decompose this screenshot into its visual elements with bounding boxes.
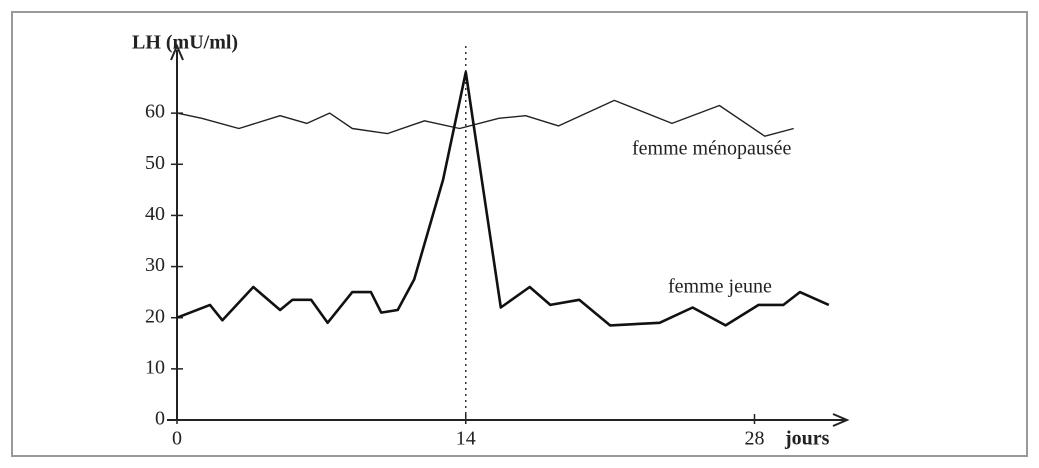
y-tick-label: 30 [145,254,165,276]
x-tick-label: 0 [172,428,182,450]
y-axis-arrow [170,43,184,61]
x-axis-arrow [832,413,850,427]
x-tick-label: 28 [745,428,765,450]
x-axis-label: jours [784,428,830,450]
series-line [176,70,830,327]
y-tick-label: 20 [145,305,165,327]
series-label: femme ménopausée [632,138,791,160]
frame [11,11,1028,457]
y-tick-label: 50 [145,152,165,174]
y-tick-label: 60 [145,101,165,123]
y-tick-label: 10 [145,356,165,378]
x-tick-label: 14 [456,428,476,450]
y-tick-label: 0 [155,408,165,430]
series-label: femme jeune [668,276,772,298]
series-line [176,99,794,137]
y-axis-label: LH (mU/ml) [132,32,238,54]
y-tick-label: 40 [145,203,165,225]
